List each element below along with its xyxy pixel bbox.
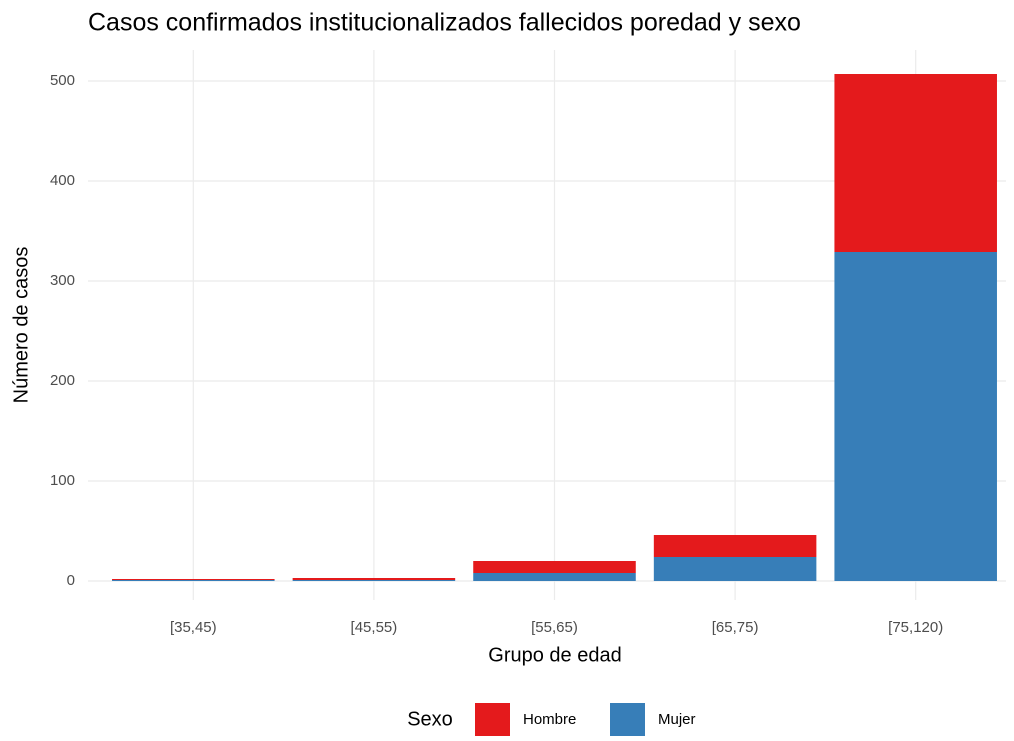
legend-label: Hombre bbox=[523, 711, 576, 728]
legend-label: Mujer bbox=[658, 711, 696, 728]
bar-segment bbox=[834, 74, 997, 252]
chart-title: Casos confirmados institucionalizados fa… bbox=[88, 9, 801, 37]
y-tick-label: 200 bbox=[50, 372, 75, 389]
y-tick-label: 0 bbox=[67, 572, 75, 589]
y-tick-label: 100 bbox=[50, 472, 75, 489]
y-tick-label: 400 bbox=[50, 172, 75, 189]
bar-segment bbox=[653, 535, 817, 557]
bar-segment bbox=[834, 252, 997, 581]
bar-segment bbox=[653, 557, 817, 581]
bar-segment bbox=[292, 580, 456, 581]
bar-segment bbox=[112, 580, 275, 581]
x-tick-label: [55,65) bbox=[531, 619, 578, 636]
y-axis-title: Número de casos bbox=[10, 247, 32, 404]
bar-segment bbox=[473, 573, 636, 581]
x-tick-label: [75,120) bbox=[888, 619, 943, 636]
x-tick-label: [65,75) bbox=[712, 619, 759, 636]
y-tick-label: 500 bbox=[50, 72, 75, 89]
x-axis-title: Grupo de edad bbox=[488, 644, 621, 666]
bar-segment bbox=[473, 561, 636, 573]
legend-title: Sexo bbox=[407, 708, 453, 730]
bar-segment bbox=[292, 578, 456, 580]
bar-segment bbox=[112, 579, 275, 580]
y-tick-label: 300 bbox=[50, 272, 75, 289]
legend-swatch bbox=[610, 703, 645, 736]
legend-swatch bbox=[475, 703, 510, 736]
x-tick-label: [45,55) bbox=[351, 619, 398, 636]
x-tick-label: [35,45) bbox=[170, 619, 217, 636]
